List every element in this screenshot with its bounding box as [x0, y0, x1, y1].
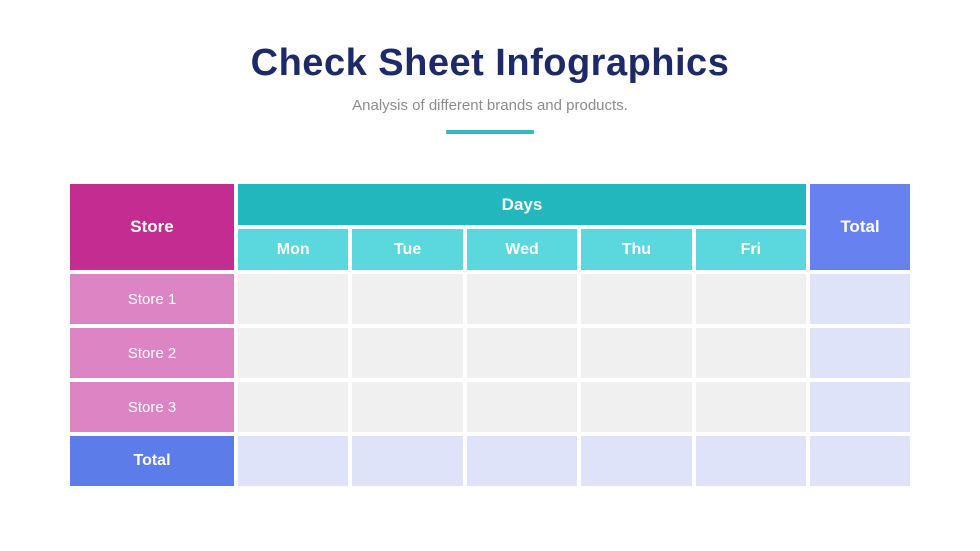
column-group-header-days: Days: [238, 184, 806, 225]
data-cell-store1-tue: [352, 274, 463, 324]
row-header-store-1: Store 1: [70, 274, 234, 324]
accent-divider: [446, 130, 534, 134]
data-cell-store1-thu: [581, 274, 692, 324]
total-cell-mon: [238, 436, 349, 486]
slide-header: Check Sheet Infographics Analysis of dif…: [0, 0, 980, 134]
total-cell-grand: [810, 436, 910, 486]
column-header-thu: Thu: [581, 229, 692, 270]
page-title: Check Sheet Infographics: [250, 42, 730, 84]
column-header-wed: Wed: [466, 229, 578, 270]
data-cell-store1-wed: [466, 274, 578, 324]
data-cell-store3-fri: [695, 382, 806, 432]
data-cell-store2-mon: [238, 328, 349, 378]
data-cell-store2-thu: [581, 328, 692, 378]
total-cell-wed: [466, 436, 578, 486]
total-cell-store2: [810, 328, 910, 378]
data-cell-store1-fri: [695, 274, 806, 324]
row-header-store-3: Store 3: [70, 382, 234, 432]
data-cell-store2-wed: [466, 328, 578, 378]
column-header-store: Store: [70, 184, 234, 270]
data-cell-store3-wed: [466, 382, 578, 432]
column-header-mon: Mon: [238, 229, 349, 270]
total-cell-thu: [581, 436, 692, 486]
total-cell-store3: [810, 382, 910, 432]
column-header-tue: Tue: [352, 229, 463, 270]
column-header-fri: Fri: [695, 229, 806, 270]
data-cell-store2-tue: [352, 328, 463, 378]
total-cell-fri: [695, 436, 806, 486]
data-cell-store3-tue: [352, 382, 463, 432]
data-cell-store2-fri: [695, 328, 806, 378]
check-sheet-table: Store Days Total Mon Tue Wed Thu Fri Sto…: [70, 184, 910, 486]
row-header-store-2: Store 2: [70, 328, 234, 378]
page-subtitle: Analysis of different brands and product…: [352, 97, 628, 114]
row-header-total: Total: [70, 436, 234, 486]
total-cell-store1: [810, 274, 910, 324]
column-header-total: Total: [810, 184, 910, 270]
data-cell-store3-mon: [238, 382, 349, 432]
data-cell-store3-thu: [581, 382, 692, 432]
total-cell-tue: [352, 436, 463, 486]
data-cell-store1-mon: [238, 274, 349, 324]
